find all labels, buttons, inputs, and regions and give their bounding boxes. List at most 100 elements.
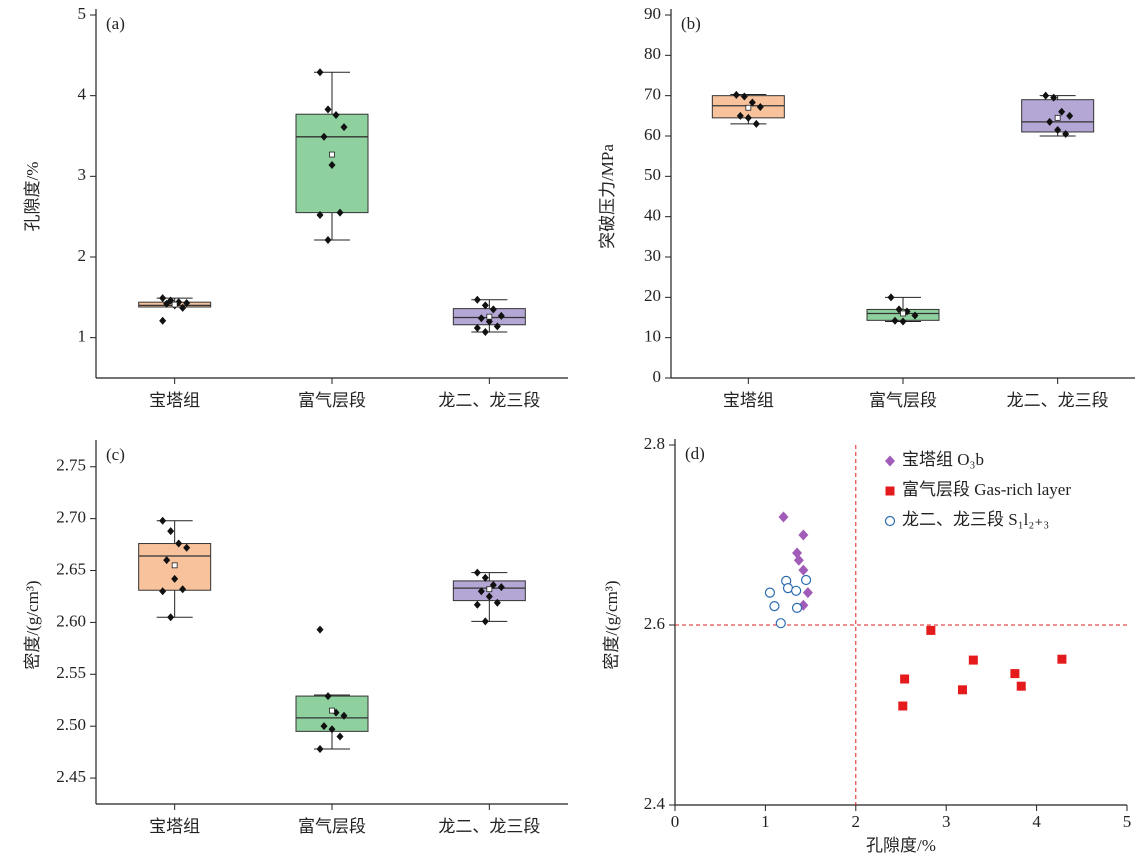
y-tick-label: 2.4 — [644, 794, 666, 813]
data-point — [340, 711, 348, 720]
data-point — [481, 617, 489, 626]
data-point — [756, 102, 764, 111]
data-point — [732, 90, 740, 99]
data-point — [1058, 107, 1066, 116]
x-tick-label: 3 — [942, 812, 951, 831]
data-point — [899, 317, 907, 326]
y-tick-label: 30 — [644, 246, 661, 265]
y-tick-label: 2.6 — [644, 614, 665, 633]
panel-label: (c) — [106, 445, 125, 464]
marker — [926, 625, 936, 635]
data-point — [324, 236, 332, 245]
x-tick-label: 1 — [761, 812, 770, 831]
data-point — [159, 294, 167, 303]
y-tick-label: 70 — [644, 85, 661, 104]
x-tick-label: 富气层段 — [298, 817, 366, 836]
x-tick-label: 富气层段 — [298, 391, 366, 410]
mean — [900, 310, 906, 317]
data-point — [1054, 125, 1062, 134]
x-tick-label: 龙二、龙三段 — [1007, 391, 1109, 410]
y-axis-label: 孔隙度/% — [23, 162, 42, 232]
panel-label: (a) — [106, 14, 125, 33]
marker — [775, 618, 786, 629]
y-axis-label: 密度/(g/cm³) — [23, 580, 42, 669]
data-point — [740, 92, 748, 101]
data-point — [744, 113, 752, 122]
data-point — [183, 298, 191, 307]
data-point — [752, 119, 760, 128]
marker — [802, 587, 813, 599]
data-point — [497, 311, 505, 320]
x-tick-label: 宝塔组 — [723, 391, 774, 410]
y-tick-label: 10 — [644, 327, 661, 346]
data-point — [316, 625, 324, 634]
data-point — [891, 316, 899, 325]
y-tick-label: 50 — [644, 165, 661, 184]
y-tick-label: 2.55 — [56, 663, 86, 682]
marker — [900, 674, 910, 684]
data-point — [316, 211, 324, 220]
x-tick-label: 4 — [1032, 812, 1041, 831]
data-point — [493, 598, 501, 607]
y-tick-label: 80 — [644, 44, 661, 63]
mean — [486, 313, 493, 320]
data-point — [736, 111, 744, 120]
data-point — [159, 587, 167, 596]
data-point — [1046, 117, 1054, 126]
data-point — [179, 585, 187, 594]
data-point — [171, 574, 179, 583]
data-point — [887, 293, 895, 302]
mean — [486, 586, 493, 593]
data-point — [473, 600, 481, 609]
y-tick-label: 0 — [653, 367, 662, 386]
mean — [329, 151, 335, 158]
data-point — [316, 745, 324, 754]
legend-label: 宝塔组 O₃b — [902, 450, 984, 469]
data-point — [481, 301, 489, 310]
panel-label: (d) — [685, 444, 705, 463]
data-point — [1066, 111, 1074, 120]
marker — [769, 600, 780, 612]
y-tick-label: 60 — [644, 125, 661, 144]
marker — [957, 685, 967, 695]
data-point — [163, 299, 171, 308]
mean — [1054, 114, 1061, 121]
legend-label: 龙二、龙三段 S₁l₂₊₃ — [902, 510, 1049, 529]
data-point — [167, 613, 175, 622]
data-point — [911, 311, 919, 320]
data-point — [481, 328, 489, 337]
x-tick-label: 龙二、龙三段 — [438, 391, 540, 410]
data-point — [481, 573, 489, 582]
x-tick-label: 5 — [1123, 812, 1132, 831]
data-point — [320, 722, 328, 731]
marker — [791, 602, 803, 614]
marker — [798, 529, 809, 541]
y-tick-label: 5 — [78, 4, 87, 23]
data-point — [340, 123, 348, 132]
y-tick-label: 3 — [78, 165, 87, 184]
data-point — [316, 68, 324, 77]
y-axis-label: 密度/(g/cm³) — [602, 580, 621, 669]
data-point — [489, 305, 497, 314]
data-point — [497, 583, 505, 592]
x-tick-label: 2 — [852, 812, 861, 831]
y-tick-label: 2.70 — [56, 508, 86, 527]
marker — [798, 564, 809, 576]
data-point — [159, 516, 167, 525]
data-point — [748, 98, 756, 107]
y-tick-label: 2.45 — [56, 767, 86, 786]
y-tick-label: 2.8 — [644, 434, 665, 453]
y-tick-label: 2.50 — [56, 715, 86, 734]
mean — [171, 301, 178, 308]
data-point — [175, 539, 183, 548]
y-tick-label: 2.65 — [56, 559, 86, 578]
y-tick-label: 2 — [78, 246, 87, 265]
data-point — [159, 316, 167, 325]
marker — [968, 655, 978, 665]
marker — [898, 701, 908, 711]
y-tick-label: 2.75 — [56, 456, 86, 475]
x-tick-label: 0 — [671, 812, 680, 831]
y-tick-label: 20 — [644, 286, 661, 305]
y-tick-label: 1 — [78, 327, 87, 346]
